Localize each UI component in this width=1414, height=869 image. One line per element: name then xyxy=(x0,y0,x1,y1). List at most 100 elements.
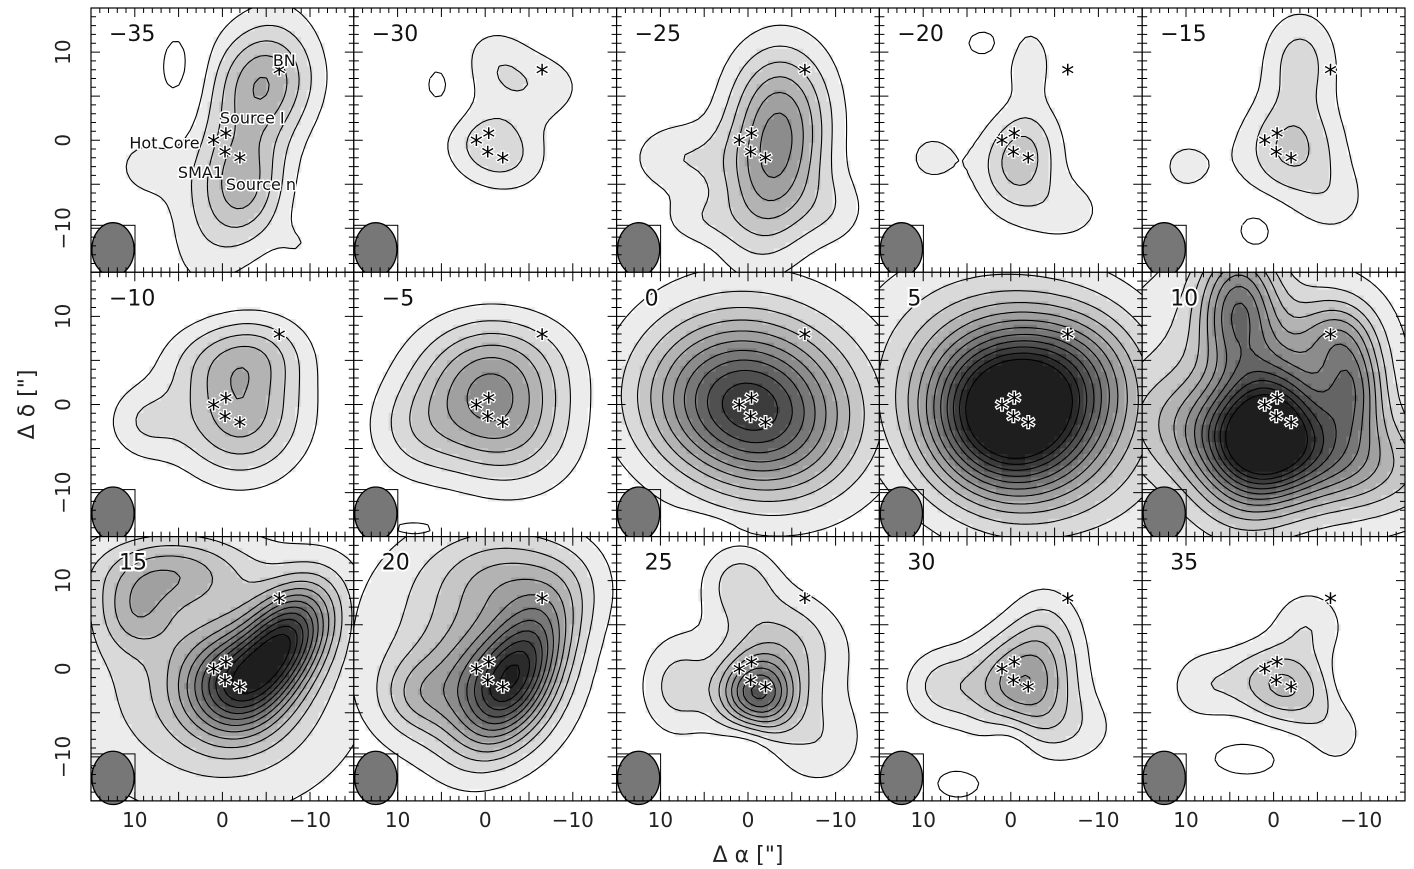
source-star: * xyxy=(482,124,495,154)
source-star: * xyxy=(496,413,509,443)
x-tick-label: −10 xyxy=(814,808,856,832)
beam-ellipse xyxy=(1142,750,1186,806)
source-star: * xyxy=(1324,60,1337,90)
source-star: * xyxy=(496,148,509,178)
positive-contours xyxy=(1176,595,1357,757)
negative-contours xyxy=(163,41,186,89)
negative-contours xyxy=(428,71,447,98)
source-star: * xyxy=(759,148,772,178)
beam-ellipse xyxy=(91,222,135,277)
x-tick-label: 0 xyxy=(1267,808,1280,832)
source-star: * xyxy=(1008,388,1021,418)
source-star: * xyxy=(1285,148,1298,178)
y-axis-title: Δ δ ["] xyxy=(15,370,40,440)
y-tick-label: 10 xyxy=(51,39,75,64)
source-star: * xyxy=(1270,142,1283,172)
source-star: * xyxy=(1022,413,1035,443)
channel-panel: ** ** *20 xyxy=(353,535,618,806)
source-star: * xyxy=(759,677,772,707)
positive-contours xyxy=(906,588,1107,761)
velocity-label: −20 xyxy=(897,22,943,47)
velocity-label: 15 xyxy=(119,551,147,576)
source-star: * xyxy=(1007,142,1020,172)
y-tick-label: 10 xyxy=(51,568,75,593)
channel-panel: ** ** *−25 xyxy=(615,7,880,277)
x-tick-label: 10 xyxy=(1173,808,1198,832)
velocity-label: 20 xyxy=(382,551,410,576)
beam-ellipse xyxy=(879,486,924,541)
beam-ellipse xyxy=(616,486,661,541)
source-star: * xyxy=(1258,659,1271,689)
beam-ellipse xyxy=(354,750,398,806)
positive-contours xyxy=(353,536,614,793)
x-axis-title: Δ α ["] xyxy=(713,843,784,868)
source-star: * xyxy=(481,142,494,172)
channel-panel: ** ** *−5 xyxy=(353,271,618,541)
source-star: * xyxy=(1324,324,1337,354)
beam-ellipse xyxy=(616,750,661,806)
x-tick-label: 10 xyxy=(910,808,935,832)
x-tick-label: 0 xyxy=(216,808,229,832)
source-star: * xyxy=(733,659,746,689)
channel-panel: ** ** *5 xyxy=(878,271,1143,541)
channel-panel: ** ** *−30 xyxy=(353,7,618,277)
source-name-label: Source I xyxy=(220,109,285,128)
x-tick-label: 10 xyxy=(122,808,147,832)
beam-ellipse xyxy=(1142,486,1186,541)
x-tick-label: 0 xyxy=(742,808,755,832)
beam-ellipse xyxy=(91,750,135,806)
source-star: * xyxy=(1271,652,1284,682)
source-star: * xyxy=(273,60,286,90)
source-star: * xyxy=(470,659,483,689)
x-tick-label: −10 xyxy=(1077,808,1119,832)
x-tick-label: 10 xyxy=(648,808,673,832)
negative-contours xyxy=(968,31,996,55)
source-star: * xyxy=(482,652,495,682)
source-star: * xyxy=(470,131,483,161)
panel-contours xyxy=(1142,272,1405,537)
velocity-label: 30 xyxy=(907,551,935,576)
x-tick-label: 0 xyxy=(1004,808,1017,832)
source-star: * xyxy=(1022,677,1035,707)
source-star: * xyxy=(1008,652,1021,682)
source-star: * xyxy=(744,406,757,436)
source-star: * xyxy=(482,388,495,418)
channel-panel: ** ** *10 xyxy=(1141,271,1406,541)
velocity-label: 10 xyxy=(1170,286,1198,311)
y-tick-label: 0 xyxy=(51,398,75,411)
source-star: * xyxy=(1008,124,1021,154)
velocity-label: −10 xyxy=(109,286,155,311)
channel-panel: ** ** *25 xyxy=(615,535,880,806)
x-tick-label: −10 xyxy=(289,808,331,832)
source-star: * xyxy=(1258,395,1271,425)
source-star: * xyxy=(219,388,232,418)
source-star: * xyxy=(233,413,246,443)
panel-contours xyxy=(616,536,880,801)
source-star: * xyxy=(996,395,1009,425)
beam-ellipse xyxy=(354,222,398,277)
source-name-label: Hot Core xyxy=(129,134,199,153)
y-tick-label: −10 xyxy=(51,736,75,778)
panel-ticks xyxy=(1141,536,1406,802)
source-star: * xyxy=(1007,671,1020,701)
source-star: * xyxy=(273,324,286,354)
source-star: * xyxy=(744,671,757,701)
source-star: * xyxy=(744,142,757,172)
x-tick-label: 0 xyxy=(479,808,492,832)
panel-contours xyxy=(91,8,354,273)
source-star: * xyxy=(233,148,246,178)
panel-contours xyxy=(353,536,617,801)
source-star: * xyxy=(219,142,232,172)
source-star: * xyxy=(1061,589,1074,619)
source-star: * xyxy=(745,388,758,418)
source-star: * xyxy=(207,395,220,425)
x-tick-label: −10 xyxy=(1340,808,1382,832)
channel-panel: ** ** *35 xyxy=(1141,535,1406,806)
source-star: * xyxy=(1285,413,1298,443)
source-star: * xyxy=(798,589,811,619)
y-tick-label: 0 xyxy=(51,134,75,147)
positive-contours xyxy=(125,8,328,273)
source-name-label: BN xyxy=(273,51,296,70)
